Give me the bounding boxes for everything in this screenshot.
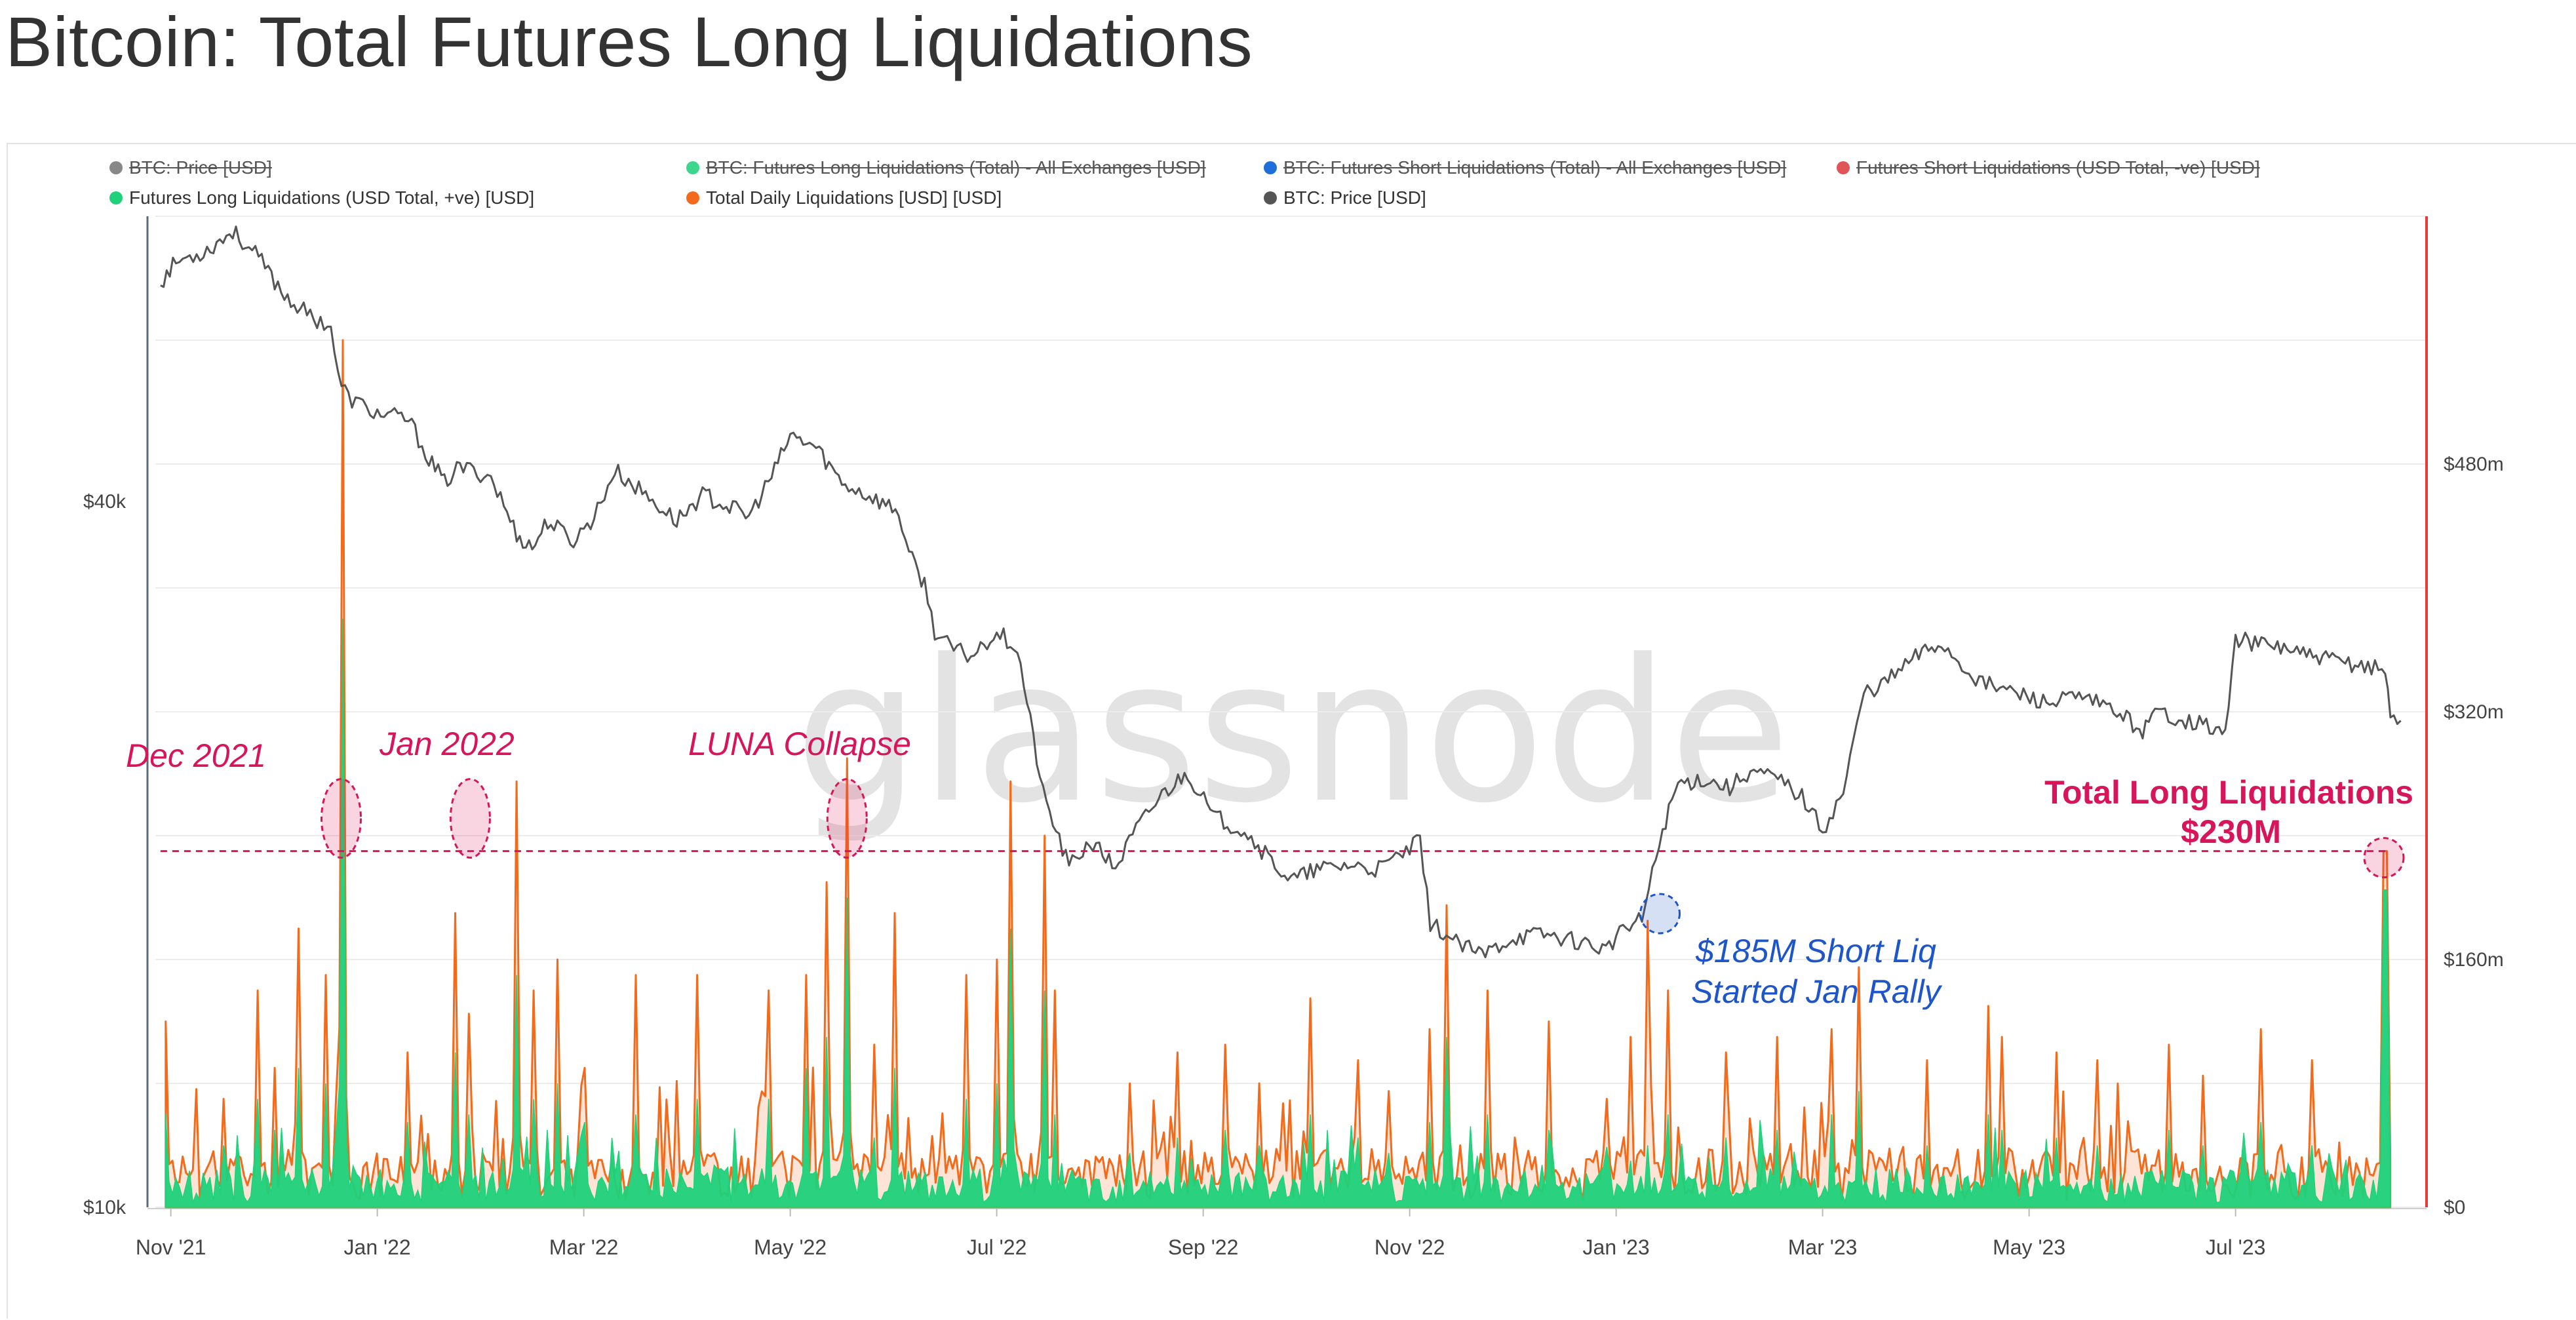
x-axis-tick: Mar '23 [1788, 1235, 1858, 1259]
series-line-btc-price [160, 225, 2402, 958]
legend-label: Futures Long Liquidations (USD Total, +v… [129, 187, 535, 208]
legend-label: BTC: Price [USD] [129, 157, 272, 178]
x-axis-tick: Jul '22 [967, 1235, 1027, 1259]
x-axis-tick: Nov '21 [136, 1235, 206, 1259]
x-axis-tick: Jan '23 [1583, 1235, 1650, 1259]
legend-label: BTC: Futures Long Liquidations (Total) -… [706, 157, 1206, 178]
legend-label: BTC: Price [USD] [1283, 187, 1426, 208]
legend-dot-icon [686, 161, 699, 174]
highlight-ellipse [449, 778, 491, 859]
legend-item[interactable]: Futures Long Liquidations (USD Total, +v… [109, 187, 534, 208]
annotation-jan-2022: Jan 2022 [379, 726, 515, 762]
legend-dot-icon [1837, 161, 1850, 174]
watermark: glassnode [795, 617, 1791, 846]
x-axis-tick: Sep '22 [1168, 1235, 1239, 1259]
chart: glassnode $40k $10k $0 $160m $320m $480m Nov '… [83, 216, 2504, 1259]
series-btc-price [160, 225, 2402, 958]
legend-item[interactable]: BTC: Price [USD] [109, 157, 272, 178]
legend-item[interactable]: BTC: Futures Short Liquidations (Total) … [1264, 157, 1786, 178]
annotation-total-long-liq: Total Long Liquidations [2044, 774, 2413, 811]
annotation-230m: $230M [2181, 813, 2281, 850]
annotations: Dec 2021 Jan 2022 LUNA Collapse Total Long … [126, 726, 2413, 1010]
legend-item[interactable]: BTC: Price [USD] [1264, 187, 1426, 208]
annotation-dec-2021: Dec 2021 [126, 737, 266, 774]
annotation-185m-short-liq: $185M Short Liq [1695, 933, 1936, 969]
series-area-long-liquidations [165, 619, 2391, 1208]
x-axis-tick: May '22 [754, 1235, 827, 1259]
annotation-started-jan-rally: Started Jan Rally [1691, 973, 1943, 1010]
page-title: Bitcoin: Total Futures Long Liquidations [5, 2, 1253, 81]
right-axis-tick: $480m [2444, 454, 2504, 475]
highlight-ellipse [321, 778, 362, 859]
left-axis-tick: $40k [83, 491, 127, 513]
legend-dot-icon [1264, 161, 1277, 174]
highlight-circle-short-liq [1639, 893, 1681, 935]
right-axis-tick: $320m [2444, 701, 2504, 723]
legend-dot-icon [686, 191, 699, 204]
legend-item[interactable]: Total Daily Liquidations [USD] [USD] [686, 187, 1002, 208]
legend-label: Total Daily Liquidations [USD] [USD] [706, 187, 1002, 208]
legend-item[interactable]: Futures Short Liquidations (USD Total, -… [1837, 157, 2260, 178]
highlight-ellipse [826, 778, 868, 859]
legend-label: BTC: Futures Short Liquidations (Total) … [1283, 157, 1787, 178]
x-axis-tick: Jan '22 [344, 1235, 411, 1259]
left-axis-tick: $10k [83, 1197, 127, 1218]
highlight-circle-230m [2363, 837, 2405, 879]
legend-dot-icon [1264, 191, 1277, 204]
right-axis-tick: $0 [2444, 1197, 2465, 1218]
x-axis-tick: Nov '22 [1375, 1235, 1445, 1259]
series-long-liquidations [165, 619, 2391, 1208]
right-axis-tick: $160m [2444, 949, 2504, 971]
axes: $40k $10k $0 $160m $320m $480m Nov '21 Jan '22 M… [83, 216, 2504, 1259]
legend-item[interactable]: BTC: Futures Long Liquidations (Total) -… [686, 157, 1206, 178]
annotation-luna-collapse: LUNA Collapse [688, 726, 911, 762]
x-axis-tick: Jul '23 [2206, 1235, 2266, 1259]
grid [155, 216, 2427, 1208]
x-axis-tick: May '23 [1993, 1235, 2065, 1259]
legend-dot-icon [109, 191, 123, 204]
chart-frame: glassnode $40k $10k $0 $160m $320m $480m Nov '… [7, 143, 2576, 1319]
legend-dot-icon [109, 161, 123, 174]
legend-label: Futures Short Liquidations (USD Total, -… [1856, 157, 2260, 178]
x-axis-tick: Mar '22 [549, 1235, 619, 1259]
